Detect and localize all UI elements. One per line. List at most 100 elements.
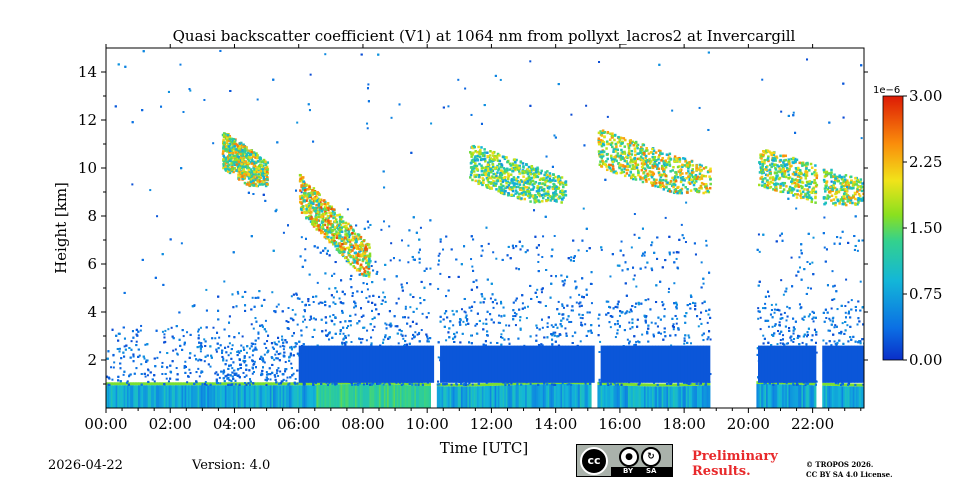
boundary-layer-edge [425,382,428,386]
boundary-layer-strip [843,386,846,408]
boundary-layer-strip [507,385,510,408]
boundary-layer-strip [844,386,847,408]
boundary-layer-strip [560,384,563,408]
aerosol-pixel [599,340,602,343]
aerosol-pixel [590,331,593,334]
boundary-layer-strip [542,384,546,408]
boundary-layer-edge [635,383,639,387]
boundary-layer-edge [859,383,862,387]
aerosol-pixel [427,340,430,343]
boundary-layer-edge [210,382,213,386]
boundary-layer-strip [229,385,232,408]
boundary-layer-strip [441,386,444,408]
boundary-layer-edge [260,382,263,386]
aerosol-pixel [279,345,282,348]
aerosol-pixel [402,337,405,340]
boundary-layer-strip [324,384,327,408]
boundary-layer-strip [515,384,518,408]
boundary-layer-strip [476,386,480,408]
aerosol-pixel [609,326,612,329]
aerosol-pixel [495,257,498,260]
boundary-layer-strip [574,384,578,408]
boundary-layer-strip [170,385,173,408]
boundary-layer-strip [486,385,489,408]
aerosol-pixel [635,285,638,288]
aerosol-pixel [809,287,812,290]
boundary-layer-strip [537,384,541,408]
boundary-layer-strip [252,385,255,408]
aerosol-pixel [647,340,650,343]
aerosol-pixel [757,317,760,320]
boundary-layer-edge [256,382,260,386]
boundary-layer-edge [412,382,415,386]
aerosol-pixel [205,288,208,291]
aerosol-pixel [149,189,152,192]
aerosol-pixel [628,340,631,343]
aerosol-pixel [253,360,256,363]
boundary-layer-strip [231,385,234,408]
boundary-layer-strip [350,384,353,408]
boundary-layer-strip [297,385,300,408]
aerosol-pixel [388,225,391,228]
aerosol-pixel [439,272,442,275]
boundary-layer-edge [273,382,276,386]
aerosol-pixel [248,347,251,350]
aerosol-pixel [160,105,163,108]
aerosol-pixel [616,320,619,323]
boundary-layer-strip [823,385,827,408]
aerosol-pixel [197,330,200,333]
aerosol-pixel [806,335,809,338]
aerosol-pixel [557,300,560,303]
aerosol-pixel [205,383,208,386]
aerosol-pixel [359,249,362,252]
boundary-layer-strip [401,384,404,408]
boundary-layer-strip [692,385,695,408]
aerosol-pixel [633,213,636,216]
boundary-layer-strip [859,386,862,408]
boundary-layer-strip [549,384,552,408]
aerosol-pixel [775,303,778,306]
aerosol-pixel [481,249,484,252]
aerosol-pixel [670,344,673,347]
aerosol-pixel [462,320,465,323]
aerosol-pixel [241,335,244,338]
boundary-layer-strip [406,385,409,408]
boundary-layer-strip [213,385,216,408]
boundary-layer-edge [390,381,393,385]
aerosol-pixel [250,342,253,345]
boundary-layer-edge [239,382,242,386]
boundary-layer-edge [582,381,586,385]
boundary-layer-strip [616,385,619,408]
aerosol-pixel [683,342,686,345]
aerosol-pixel [138,354,141,357]
boundary-layer-strip [647,386,650,408]
boundary-layer-strip [558,384,562,408]
aerosol-pixel [182,110,185,113]
boundary-layer-strip [436,386,440,408]
aerosol-pixel [579,316,582,319]
boundary-layer-strip [825,385,828,408]
aerosol-layer [106,49,864,386]
aerosol-pixel [285,379,288,382]
boundary-layer-strip [676,386,679,408]
boundary-layer-strip [411,385,414,408]
aerosol-pixel [427,312,430,315]
aerosol-pixel [535,334,538,337]
boundary-layer-strip [203,385,207,408]
aerosol-pixel [266,340,269,343]
boundary-layer-edge [489,383,493,386]
boundary-layer-edge [507,382,510,386]
aerosol-pixel [197,334,200,337]
boundary-layer-strip [610,385,613,408]
boundary-layer-strip [502,385,505,408]
aerosol-pixel [514,324,517,327]
aerosol-pixel [113,361,116,364]
boundary-layer-edge [199,382,202,386]
boundary-layer-strip [761,384,764,408]
boundary-layer-strip [705,385,708,408]
aerosol-pixel [473,301,476,304]
boundary-layer-strip [114,385,117,408]
aerosol-pixel [407,261,410,264]
aerosol-pixel [668,287,671,290]
boundary-layer-strip [579,384,582,408]
